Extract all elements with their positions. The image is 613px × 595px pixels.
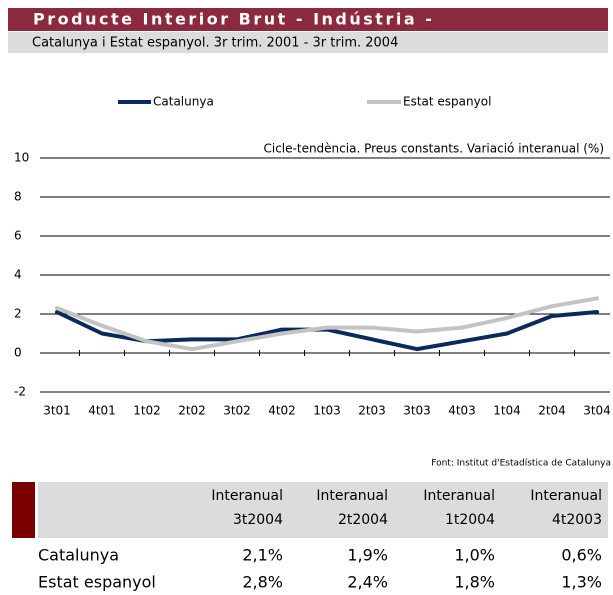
title-bar bbox=[8, 8, 608, 31]
table-header: 1t2004 bbox=[445, 512, 495, 528]
row-label: Catalunya bbox=[38, 546, 119, 565]
table-marker bbox=[12, 482, 35, 538]
x-tick-label: 4t02 bbox=[268, 404, 296, 418]
x-tick-label: 2t04 bbox=[538, 404, 566, 418]
table-header-bg bbox=[38, 482, 608, 538]
source: Font: Institut d'Estadística de Cataluny… bbox=[431, 459, 611, 469]
subtitle-bar bbox=[8, 32, 608, 53]
x-tick-label: 2t03 bbox=[358, 404, 386, 418]
table-cell: 0,6% bbox=[561, 546, 602, 565]
table-header: 2t2004 bbox=[338, 512, 388, 528]
x-tick-label: 3t02 bbox=[223, 404, 251, 418]
table-header: 3t2004 bbox=[233, 512, 283, 528]
table-cell: 2,8% bbox=[242, 573, 283, 592]
table-cell: 2,4% bbox=[347, 573, 388, 592]
table-cell: 1,0% bbox=[454, 546, 495, 565]
table-header: Interanual bbox=[530, 488, 602, 504]
y-tick-label: 8 bbox=[14, 190, 22, 204]
annotation: Cicle-tendència. Preus constants. Variac… bbox=[264, 142, 605, 156]
y-tick-label: 2 bbox=[14, 307, 22, 321]
line bbox=[55, 296, 599, 352]
x-tick-label: 3t03 bbox=[403, 404, 431, 418]
table-cell: 1,9% bbox=[347, 546, 388, 565]
x-tick-label: 4t01 bbox=[88, 404, 116, 418]
table-header: Interanual bbox=[423, 488, 495, 504]
y-tick-label: 6 bbox=[14, 229, 22, 243]
x-tick-label: 4t03 bbox=[448, 404, 476, 418]
table-header: 4t2003 bbox=[552, 512, 602, 528]
x-tick-label: 1t04 bbox=[493, 404, 521, 418]
y-tick-label: 10 bbox=[14, 151, 29, 165]
x-tick-label: 2t02 bbox=[178, 404, 206, 418]
x-tick-label: 1t03 bbox=[313, 404, 341, 418]
table-cell: 2,1% bbox=[242, 546, 283, 565]
x-tick-label: 1t02 bbox=[133, 404, 161, 418]
table-header: Interanual bbox=[211, 488, 283, 504]
x-tick-label: 3t04 bbox=[583, 404, 611, 418]
subtitle: Catalunya i Estat espanyol. 3r trim. 200… bbox=[32, 36, 398, 51]
y-tick-label: 0 bbox=[14, 346, 22, 360]
y-tick-label: -2 bbox=[14, 385, 26, 399]
title: Producte Interior Brut - Indústria - bbox=[33, 10, 434, 29]
table-header: Interanual bbox=[316, 488, 388, 504]
y-tick-label: 4 bbox=[14, 268, 22, 282]
table-cell: 1,3% bbox=[561, 573, 602, 592]
legend-label: Estat espanyol bbox=[403, 95, 491, 109]
table-cell: 1,8% bbox=[454, 573, 495, 592]
legend-label: Catalunya bbox=[153, 95, 214, 109]
x-tick-label: 3t01 bbox=[43, 404, 71, 418]
row-label: Estat espanyol bbox=[38, 573, 156, 592]
